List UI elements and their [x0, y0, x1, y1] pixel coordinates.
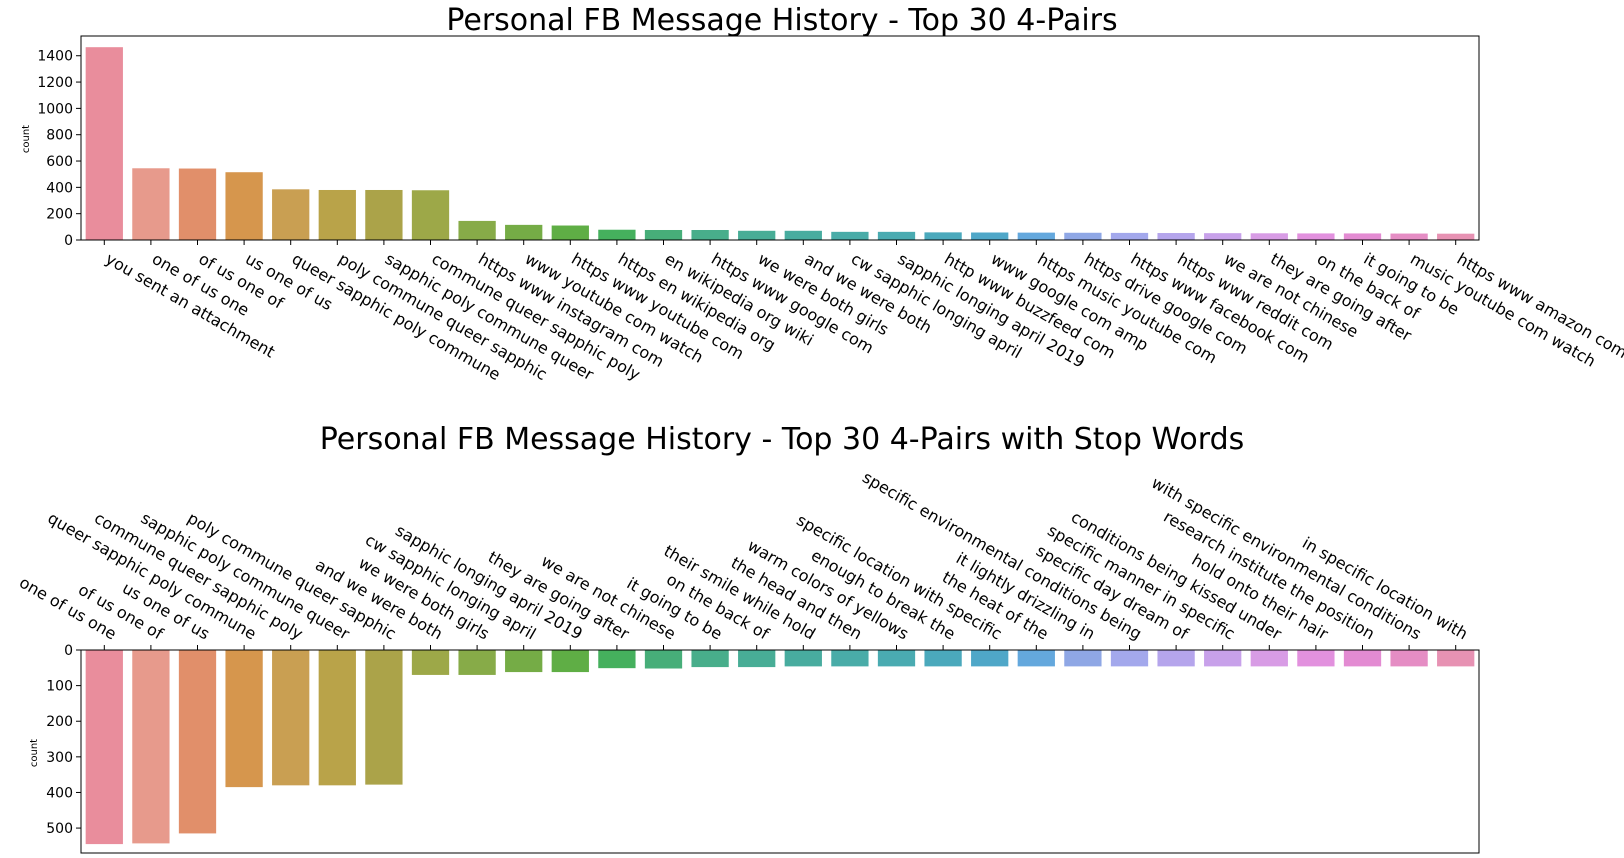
- bar: [178, 650, 217, 834]
- bar: [971, 650, 1009, 667]
- bar: [598, 229, 636, 240]
- bar: [598, 650, 636, 669]
- y-tick-label: 800: [46, 128, 73, 144]
- bar: [1204, 650, 1242, 667]
- plot-frame: [80, 35, 1480, 241]
- bar: [1297, 233, 1335, 240]
- bar: [365, 650, 403, 785]
- bar: [831, 231, 869, 240]
- bar: [458, 220, 496, 240]
- bar: [551, 225, 589, 240]
- chart-top: Personal FB Message History - Top 30 4-P…: [21, 3, 1624, 384]
- y-tick-label: 200: [46, 714, 73, 730]
- y-tick-label: 300: [46, 750, 73, 766]
- y-tick-label: 600: [46, 154, 73, 170]
- bar: [1157, 233, 1195, 240]
- bar: [877, 650, 916, 667]
- bar: [132, 168, 170, 240]
- bar: [225, 650, 263, 788]
- bar: [1437, 650, 1475, 667]
- y-axis-label: count: [21, 125, 32, 153]
- bar: [458, 650, 496, 675]
- bar: [1157, 650, 1195, 667]
- bar: [1250, 233, 1288, 240]
- bar: [132, 650, 170, 844]
- bar: [924, 650, 962, 667]
- bar: [1064, 232, 1102, 240]
- bar: [971, 232, 1009, 240]
- y-tick-label: 400: [46, 180, 73, 196]
- y-tick-label: 0: [64, 233, 73, 249]
- bar: [877, 231, 916, 240]
- bar: [1064, 650, 1102, 667]
- y-tick-label: 400: [46, 785, 73, 801]
- bar: [411, 190, 450, 240]
- bar: [178, 168, 217, 240]
- bar: [85, 650, 123, 845]
- bar: [691, 650, 729, 668]
- bar: [272, 189, 310, 240]
- bar: [1110, 232, 1149, 240]
- bar: [831, 650, 869, 667]
- y-tick-label: 1000: [37, 101, 73, 117]
- bar: [85, 47, 123, 240]
- bar: [505, 650, 543, 673]
- plot-frame: [80, 649, 1480, 854]
- y-tick-label: 0: [64, 643, 73, 659]
- bar: [644, 650, 683, 669]
- y-tick-label: 1200: [37, 75, 73, 91]
- chart-title: Personal FB Message History - Top 30 4-P…: [320, 422, 1245, 457]
- y-tick-label: 1400: [37, 49, 73, 65]
- bar: [365, 189, 403, 240]
- bar: [691, 229, 729, 240]
- bar: [1017, 650, 1055, 667]
- bar: [738, 230, 776, 240]
- bar: [505, 224, 543, 240]
- y-tick-label: 200: [46, 207, 73, 223]
- chart-bottom: Personal FB Message History - Top 30 4-P…: [16, 422, 1480, 854]
- bar: [1204, 233, 1242, 240]
- bar: [1390, 233, 1428, 240]
- bar: [1297, 650, 1335, 667]
- bar: [1110, 650, 1149, 667]
- bar: [1343, 233, 1382, 240]
- bar: [784, 230, 822, 240]
- bar: [784, 650, 822, 667]
- bar: [924, 232, 962, 240]
- y-tick-label: 500: [46, 821, 73, 837]
- bar: [1250, 650, 1288, 667]
- bar: [318, 650, 356, 786]
- bar: [1343, 650, 1382, 667]
- bar: [1390, 650, 1428, 667]
- y-tick-label: 100: [46, 679, 73, 695]
- bar: [738, 650, 776, 668]
- bar: [272, 650, 310, 786]
- bar: [644, 229, 683, 240]
- chart-title: Personal FB Message History - Top 30 4-P…: [446, 3, 1117, 38]
- bar: [1437, 233, 1475, 240]
- bar: [551, 650, 589, 673]
- bar: [411, 650, 450, 675]
- y-axis-label: count: [29, 739, 40, 767]
- bar: [225, 172, 263, 240]
- bar: [1017, 232, 1055, 240]
- bar: [318, 189, 356, 240]
